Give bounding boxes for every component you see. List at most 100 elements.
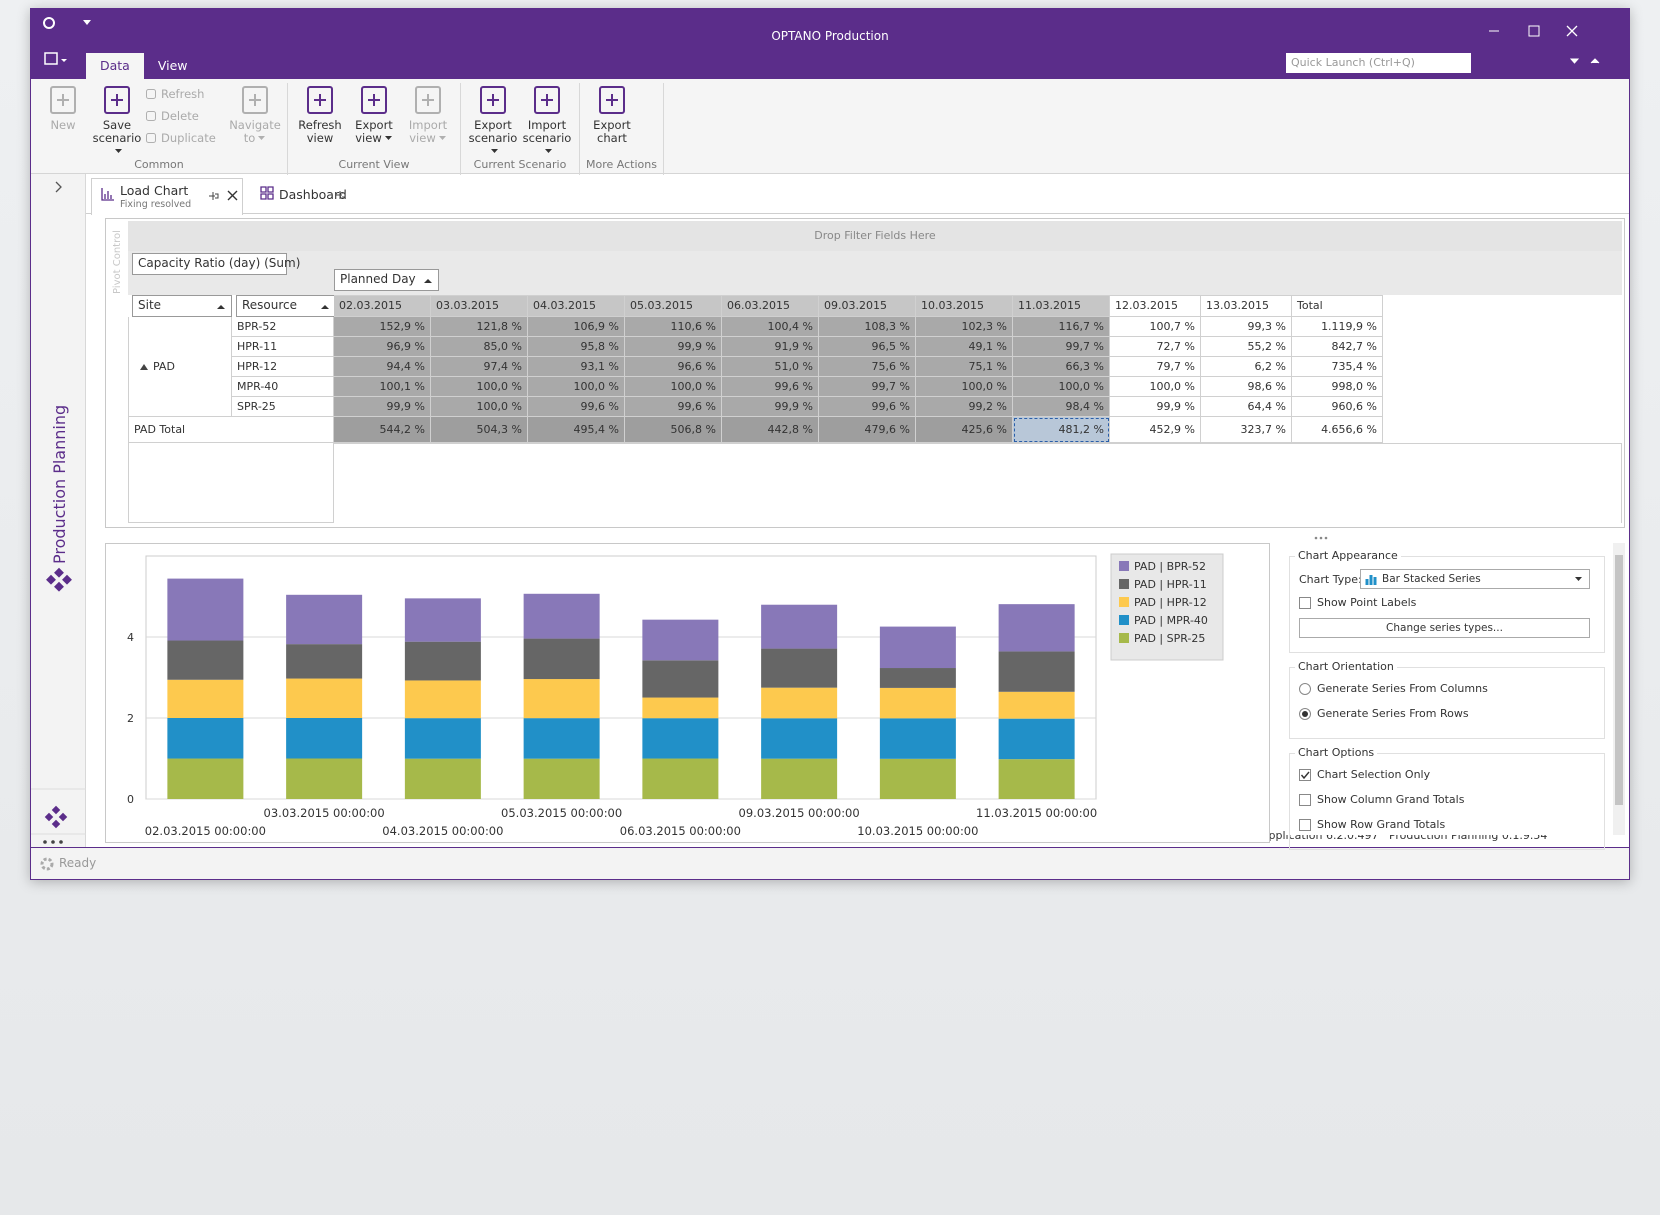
- column-header: Total: [1292, 295, 1383, 317]
- icon-shape: [480, 86, 506, 114]
- checkbox-box: [1299, 819, 1311, 831]
- dropdown-arrow: [114, 149, 122, 153]
- value-cell: 97,4 %: [431, 357, 528, 377]
- bar-segment: [404, 718, 481, 759]
- chart-panel: 0 2 4 02.03.2015 00:00:00 03.03.2015 00:00:0…: [105, 543, 1270, 843]
- quick-launch[interactable]: Quick Launch (Ctrl+Q): [1286, 53, 1471, 73]
- field-button[interactable]: Planned Day: [334, 269, 439, 291]
- column-header: 09.03.2015: [819, 295, 916, 317]
- option-label: Chart Selection Only: [1317, 768, 1431, 781]
- checkbox[interactable]: [1298, 768, 1312, 782]
- combo-box[interactable]: Bar Stacked Series: [1360, 569, 1590, 589]
- small-button[interactable]: Duplicate: [145, 127, 227, 149]
- button-label: New: [50, 118, 76, 132]
- icon-shape: [242, 86, 268, 114]
- tab-title: Dashboard: [279, 187, 347, 202]
- small-button-label: Duplicate: [161, 131, 216, 145]
- ribbon-button[interactable]: Import view: [402, 83, 454, 145]
- value-cell: 98,4 %: [1013, 397, 1110, 417]
- bar-segment: [642, 660, 719, 698]
- value-cell: 99,6 %: [528, 397, 625, 417]
- x-tick-label: 06.03.2015 00:00:00: [620, 824, 741, 838]
- value-cell: 75,6 %: [819, 357, 916, 377]
- document-tabs: Load Chart Fixing resolved Dashboard: [86, 174, 1629, 215]
- value-cell: 49,1 %: [916, 337, 1013, 357]
- ribbon-button[interactable]: Export view: [348, 83, 400, 145]
- options-panel: Chart Appearance Chart Type: Bar Stacked S…: [1285, 543, 1625, 850]
- field-name: Resource: [242, 298, 298, 312]
- button-icon: [104, 86, 130, 114]
- document-tab[interactable]: Load Chart Fixing resolved: [91, 178, 243, 215]
- value-cell: 96,5 %: [819, 337, 916, 357]
- checkbox[interactable]: [1298, 818, 1312, 832]
- ribbon-tab[interactable]: View: [157, 58, 188, 73]
- arrow: [490, 149, 498, 153]
- bar-segment: [286, 678, 363, 718]
- legend-label: PAD | SPR-25: [1134, 632, 1205, 645]
- bar-segment: [642, 619, 719, 661]
- bar-segment: [523, 638, 600, 680]
- y-tick-label: 2: [127, 712, 134, 725]
- ribbon-button[interactable]: Import scenario: [521, 83, 573, 158]
- button-icon: [307, 86, 333, 114]
- small-button[interactable]: Delete: [145, 105, 227, 127]
- window-controls[interactable]: [1481, 17, 1626, 75]
- group-label: Current View: [338, 158, 410, 171]
- scroll-thumb[interactable]: [1615, 555, 1623, 805]
- column-header: 12.03.2015: [1110, 295, 1201, 317]
- value-cell: 100,0 %: [1110, 377, 1201, 397]
- scrollbar: [1613, 543, 1625, 835]
- column-header: 10.03.2015: [916, 295, 1013, 317]
- checkbox[interactable]: [1298, 596, 1312, 610]
- ribbon-tab[interactable]: Data: [86, 53, 144, 79]
- total-label: PAD Total: [128, 417, 334, 443]
- sidebar-title[interactable]: Production Planning: [50, 405, 69, 564]
- menu-icon[interactable]: [41, 47, 71, 71]
- small-button[interactable]: Refresh: [145, 83, 227, 105]
- action-button[interactable]: Change series types...: [1299, 618, 1590, 638]
- section-frame: [1289, 556, 1605, 653]
- arrow: [424, 279, 432, 283]
- checkbox[interactable]: [1298, 793, 1312, 807]
- total-cell: 481,2 %: [1013, 417, 1110, 443]
- field-name: Planned Day: [340, 272, 416, 286]
- ribbon-button[interactable]: Save scenario: [91, 83, 143, 158]
- value-cell: 94,4 %: [334, 357, 431, 377]
- field-button[interactable]: Capacity Ratio (day) (Sum): [132, 253, 300, 275]
- total-cell: 4.656,6 %: [1292, 417, 1383, 443]
- section-frame: [1289, 667, 1605, 739]
- ribbon-items: Export scenario Import scenario: [467, 83, 573, 158]
- field-button[interactable]: Site: [132, 295, 232, 317]
- ribbon-button[interactable]: Refresh view: [294, 83, 346, 145]
- ribbon-button[interactable]: Navigate to: [229, 83, 281, 145]
- radio[interactable]: [1298, 707, 1312, 721]
- radio[interactable]: [1298, 682, 1312, 696]
- column-header: 11.03.2015: [1013, 295, 1110, 317]
- icon-shape: [1365, 575, 1377, 585]
- bar-segment: [167, 758, 244, 799]
- x-tick-label: 09.03.2015 00:00:00: [739, 806, 860, 820]
- arrow: [438, 136, 446, 140]
- legend-swatch: [1119, 561, 1129, 571]
- button-icon: [242, 86, 268, 114]
- document-tab[interactable]: Dashboard: [251, 178, 371, 215]
- field-button[interactable]: Resource: [236, 295, 336, 317]
- combo-value: Bar Stacked Series: [1382, 573, 1481, 585]
- checkbox-box: [1299, 597, 1311, 609]
- bar-segment: [998, 651, 1075, 692]
- combo-arrow: [1575, 577, 1582, 581]
- radio-ring: [1299, 683, 1311, 695]
- ribbon-button[interactable]: Export chart: [586, 83, 638, 145]
- ribbon-button[interactable]: Export scenario: [467, 83, 519, 158]
- icon-shape: [307, 86, 333, 114]
- bar-segment: [879, 687, 956, 719]
- button-label: Import scenario: [522, 118, 572, 145]
- value-cell: 100,7 %: [1110, 317, 1201, 337]
- y-tick-label: 4: [127, 631, 134, 644]
- ribbon-button[interactable]: New: [37, 83, 89, 132]
- splitter[interactable]: [1301, 532, 1341, 544]
- button-icon: [480, 86, 506, 114]
- tab-icon: [101, 188, 114, 201]
- small-button-label: Delete: [161, 109, 199, 123]
